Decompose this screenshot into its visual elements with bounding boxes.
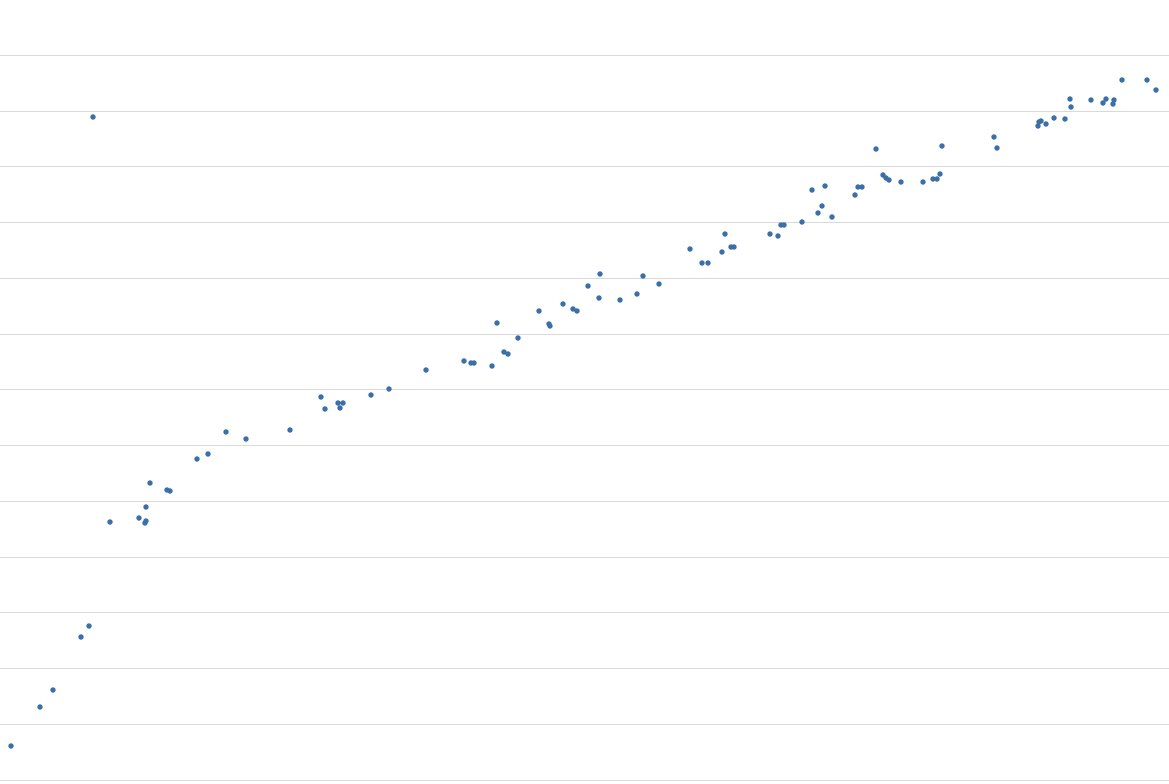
- data-point-5: [90, 114, 96, 120]
- data-point-26: [423, 367, 429, 373]
- data-point-73: [920, 179, 926, 185]
- data-point-82: [1038, 118, 1044, 124]
- data-point-27: [461, 358, 467, 364]
- data-point-48: [687, 246, 693, 252]
- data-point-83: [1043, 121, 1049, 127]
- data-point-64: [829, 214, 835, 220]
- data-point-62: [819, 203, 825, 209]
- data-point-61: [815, 210, 821, 216]
- data-point-24: [368, 392, 374, 398]
- data-point-58: [781, 222, 787, 228]
- data-point-72: [898, 179, 904, 185]
- data-point-56: [775, 233, 781, 239]
- data-point-94: [1144, 77, 1150, 83]
- data-point-77: [939, 143, 945, 149]
- data-point-59: [799, 219, 805, 225]
- data-point-25: [386, 386, 392, 392]
- data-point-49: [699, 260, 705, 266]
- data-point-42: [597, 271, 603, 277]
- data-point-31: [494, 320, 500, 326]
- data-point-87: [1067, 96, 1073, 102]
- data-point-7: [136, 515, 142, 521]
- data-point-60: [809, 187, 815, 193]
- data-point-15: [205, 451, 211, 457]
- data-point-33: [505, 351, 511, 357]
- data-point-65: [852, 192, 858, 198]
- data-point-16: [223, 429, 229, 435]
- data-point-6: [107, 519, 113, 525]
- data-point-32: [501, 349, 507, 355]
- data-point-51: [719, 249, 725, 255]
- data-point-84: [1051, 115, 1057, 121]
- data-point-55: [767, 231, 773, 237]
- data-point-3: [78, 634, 84, 640]
- data-point-40: [574, 308, 580, 314]
- data-point-50: [705, 260, 711, 266]
- data-point-2: [50, 687, 56, 693]
- data-point-37: [547, 323, 553, 329]
- data-point-17: [243, 436, 249, 442]
- data-point-43: [596, 295, 602, 301]
- data-point-66: [855, 184, 861, 190]
- data-point-23: [337, 405, 343, 411]
- data-point-10: [147, 480, 153, 486]
- data-point-29: [471, 360, 477, 366]
- data-point-11: [143, 518, 149, 524]
- data-point-18: [287, 427, 293, 433]
- data-point-88: [1088, 97, 1094, 103]
- data-point-35: [536, 308, 542, 314]
- data-point-89: [1100, 100, 1106, 106]
- data-point-92: [1111, 97, 1117, 103]
- data-point-13: [167, 488, 173, 494]
- data-point-45: [634, 291, 640, 297]
- data-point-85: [1062, 116, 1068, 122]
- data-point-47: [656, 281, 662, 287]
- data-point-19: [318, 394, 324, 400]
- data-point-75: [934, 176, 940, 182]
- data-point-54: [731, 244, 737, 250]
- data-point-20: [322, 406, 328, 412]
- data-point-68: [873, 146, 879, 152]
- data-point-95: [1153, 87, 1159, 93]
- data-point-63: [822, 183, 828, 189]
- data-point-71: [886, 177, 892, 183]
- data-point-21: [335, 400, 341, 406]
- data-point-38: [560, 301, 566, 307]
- data-point-1: [37, 704, 43, 710]
- data-point-78: [991, 134, 997, 140]
- data-point-22: [340, 400, 346, 406]
- data-point-86: [1068, 104, 1074, 110]
- data-point-79: [994, 145, 1000, 151]
- data-point-44: [617, 297, 623, 303]
- data-point-4: [86, 623, 92, 629]
- data-point-9: [143, 504, 149, 510]
- data-point-76: [937, 171, 943, 177]
- data-point-46: [640, 273, 646, 279]
- data-point-39: [570, 306, 576, 312]
- data-points: [8, 77, 1159, 749]
- data-point-93: [1119, 77, 1125, 83]
- data-point-67: [859, 184, 865, 190]
- data-point-52: [722, 231, 728, 237]
- data-point-0: [8, 743, 14, 749]
- data-point-34: [515, 335, 521, 341]
- data-point-14: [194, 456, 200, 462]
- data-point-41: [585, 283, 591, 289]
- data-point-30: [489, 363, 495, 369]
- data-point-74: [930, 176, 936, 182]
- data-point-90: [1103, 96, 1109, 102]
